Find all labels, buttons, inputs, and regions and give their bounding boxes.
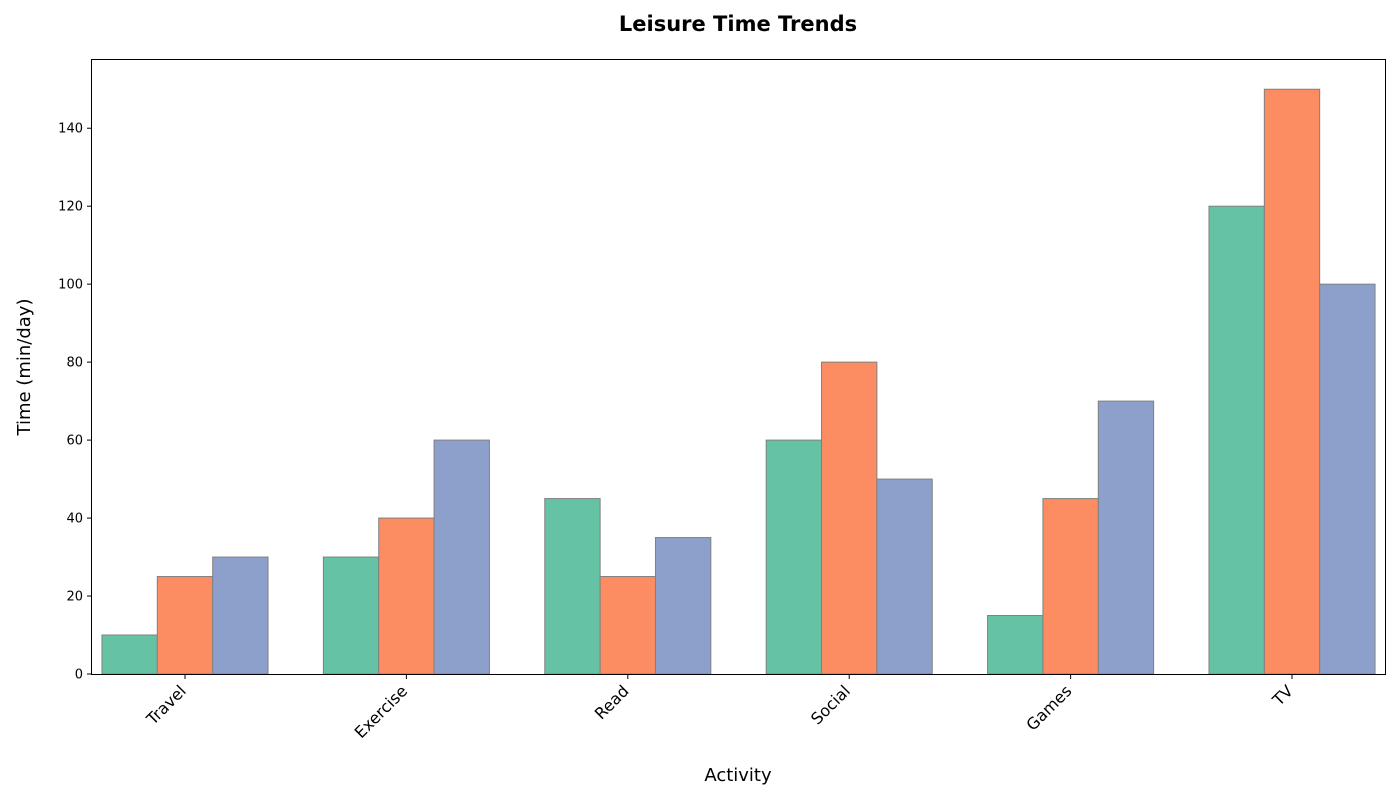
plot-frame (91, 59, 1386, 675)
bar-read-series-2 (599, 576, 656, 675)
y-tick-label: 140 (58, 122, 83, 137)
bar-travel-series-1 (101, 634, 158, 675)
bar-read-series-3 (654, 537, 712, 675)
bar-social-series-1 (765, 439, 823, 675)
bar-social-series-3 (876, 478, 933, 675)
bar-travel-series-3 (212, 556, 269, 675)
y-tick-label: 40 (66, 512, 83, 527)
bar-exercise-series-3 (433, 439, 490, 675)
bar-exercise-series-1 (322, 556, 380, 675)
chart-title: Leisure Time Trends (619, 12, 857, 36)
y-tick-label: 80 (66, 356, 83, 371)
bar-social-series-2 (821, 361, 878, 675)
x-tick-label-read: Read (591, 681, 633, 723)
x-tick-label-exercise: Exercise (351, 681, 412, 742)
bar-travel-series-2 (156, 576, 214, 675)
y-axis-label: Time (min/day) (14, 299, 35, 437)
y-tick-label: 0 (75, 668, 83, 683)
x-axis-ticks: Travel Exercise Read Social Games TV (142, 674, 1297, 742)
x-tick-label-social: Social (807, 681, 854, 728)
bar-tv-series-1 (1208, 205, 1265, 675)
x-tick-label-games: Games (1022, 681, 1075, 734)
bar-tv-series-2 (1263, 88, 1321, 675)
y-tick-label: 100 (58, 278, 83, 293)
bars (101, 88, 1376, 675)
y-tick-label: 120 (58, 200, 83, 215)
y-axis-ticks: 0 20 40 60 80 100 120 140 (58, 122, 92, 683)
bar-games-series-3 (1097, 400, 1155, 675)
bar-games-series-2 (1042, 498, 1099, 675)
x-axis-label: Activity (704, 765, 772, 786)
x-tick-label-tv: TV (1268, 681, 1297, 710)
bar-exercise-series-2 (378, 517, 435, 675)
y-tick-label: 60 (66, 434, 83, 449)
bar-tv-series-3 (1319, 283, 1376, 675)
bar-read-series-1 (544, 498, 601, 675)
x-tick-label-travel: Travel (142, 681, 190, 729)
bar-games-series-1 (987, 615, 1044, 675)
y-tick-label: 20 (66, 590, 83, 605)
